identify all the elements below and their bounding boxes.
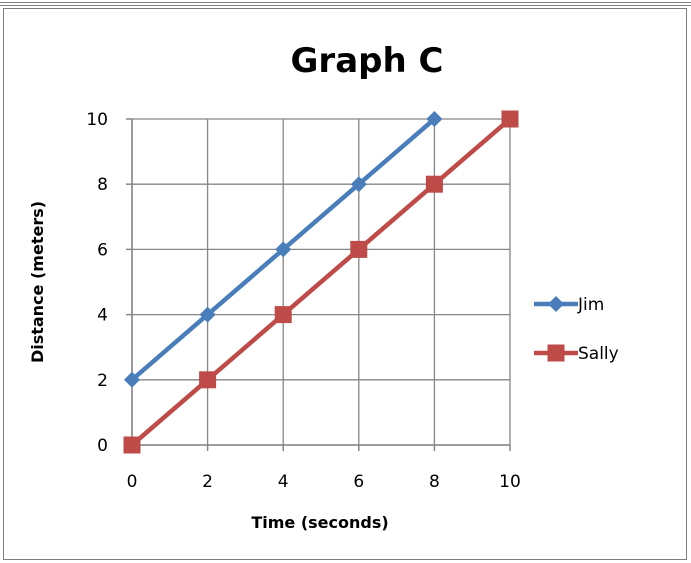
legend: Jim Sally [534,295,619,364]
y-tick-label-0: 0 [97,436,108,456]
data-point-sally-0 [123,436,141,454]
data-point-jim-2 [275,241,292,258]
y-tick-label-5: 10 [86,110,108,130]
grid-lines [131,118,511,446]
series-line-sally [130,117,512,447]
chart-title: Graph C [291,41,444,81]
legend-item-sally: Sally [534,344,619,364]
legend-label-jim: Jim [577,295,604,315]
series-group [123,110,519,454]
x-tick-label-5: 10 [499,472,521,492]
data-point-sally-3 [350,240,368,258]
y-tick-label-3: 6 [97,240,108,260]
x-tick-label-0: 0 [127,472,138,492]
legend-marker-sally [547,344,565,362]
data-point-jim-3 [350,176,367,193]
data-point-jim-4 [426,111,443,127]
x-tick-labels: 0 2 4 6 8 10 [127,472,521,492]
y-tick-label-4: 8 [97,175,108,195]
x-axis-label: Time (seconds) [251,513,388,532]
legend-item-jim: Jim [534,295,604,315]
x-tick-label-4: 8 [429,472,440,492]
y-tick-labels: 0 2 4 6 8 10 [86,110,108,456]
y-axis-label: Distance (meters) [28,201,47,363]
series-jim [124,111,443,388]
top-border [0,2,691,6]
data-point-sally-5 [501,110,519,128]
data-point-sally-2 [274,306,292,324]
data-point-sally-1 [199,371,217,389]
y-tick-label-1: 2 [97,371,108,391]
y-tick-label-2: 4 [97,306,108,326]
legend-label-sally: Sally [578,344,619,364]
x-tick-label-1: 2 [202,472,213,492]
series-sally [123,110,519,454]
data-point-jim-1 [199,306,216,323]
chart-frame [3,8,687,560]
x-tick-label-2: 4 [278,472,289,492]
data-point-sally-4 [425,175,443,193]
legend-marker-jim [548,296,564,312]
x-tick-label-3: 6 [353,472,364,492]
data-point-jim-0 [124,371,140,388]
